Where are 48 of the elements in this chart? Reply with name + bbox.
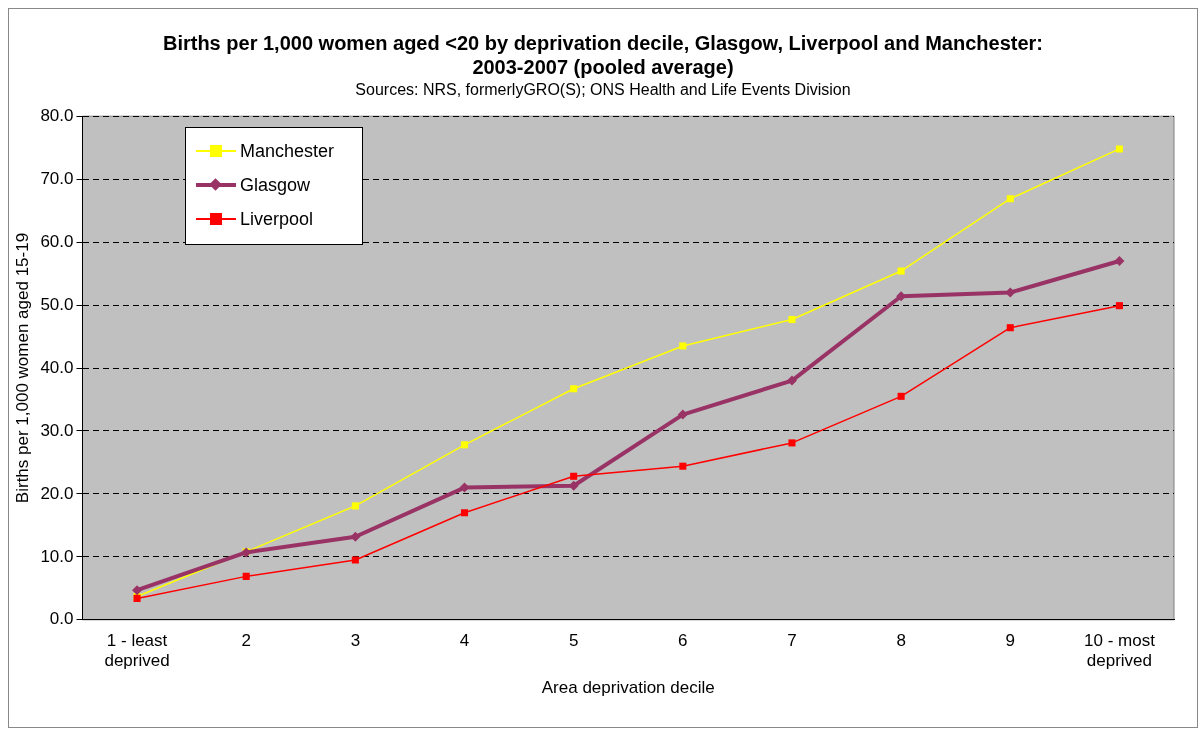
y-tick-label: 70.0 bbox=[40, 168, 74, 188]
point bbox=[132, 585, 143, 596]
y-tick-label: 80.0 bbox=[40, 105, 74, 125]
y-tick-label: 60.0 bbox=[40, 231, 74, 251]
x-axis-title: Area deprivation decile bbox=[541, 678, 715, 698]
legend-label: Liverpool bbox=[240, 208, 314, 230]
x-tick-label: 2 bbox=[241, 630, 251, 650]
y-tick-label: 30.0 bbox=[40, 420, 74, 440]
point bbox=[350, 531, 361, 542]
x-tick-label: 4 bbox=[459, 630, 470, 650]
y-tick-label: 0.0 bbox=[49, 609, 74, 629]
legend-label: Glasgow bbox=[240, 174, 311, 196]
x-tick-label: 6 bbox=[678, 630, 688, 650]
chart-subtitle: Sources: NRS, formerlyGRO(S); ONS Health and Life Events Division bbox=[354, 81, 852, 99]
point bbox=[460, 509, 469, 517]
point bbox=[897, 267, 905, 275]
chart-title: Births per 1,000 women aged <20 by deprivation decile, Glasgow, Liverpool and Manchester: 2003-2007 (pooled average) bbox=[161, 31, 1045, 79]
point bbox=[788, 439, 796, 447]
x-tick-label: 8 bbox=[896, 630, 906, 650]
point bbox=[570, 385, 578, 393]
point bbox=[788, 315, 796, 324]
point bbox=[677, 409, 688, 420]
point bbox=[242, 572, 250, 580]
point bbox=[679, 462, 687, 470]
point bbox=[1006, 324, 1014, 332]
y-tick-label: 20.0 bbox=[40, 483, 74, 503]
point bbox=[786, 375, 797, 386]
point bbox=[351, 502, 359, 510]
x-tick-label: 7 bbox=[787, 630, 797, 650]
y-tick-label: 10.0 bbox=[40, 546, 74, 566]
point bbox=[460, 441, 469, 449]
point bbox=[570, 472, 578, 480]
x-tick-label: 5 bbox=[568, 630, 579, 650]
legend-label: Manchester bbox=[240, 140, 335, 162]
x-tick-label: 3 bbox=[350, 630, 361, 650]
y-axis-title: Births per 1,000 women aged 15-19 bbox=[12, 232, 32, 504]
x-tick-label: 1 - least deprived bbox=[104, 630, 170, 671]
point bbox=[679, 342, 687, 350]
y-tick-label: 40.0 bbox=[40, 357, 74, 377]
point bbox=[1114, 255, 1125, 266]
x-tick-label: 10 - most deprived bbox=[1083, 630, 1156, 671]
x-tick-label: 9 bbox=[1005, 630, 1016, 650]
point bbox=[351, 556, 359, 564]
point bbox=[1115, 302, 1123, 310]
y-tick-label: 50.0 bbox=[40, 294, 74, 314]
point bbox=[897, 392, 905, 400]
point bbox=[1115, 145, 1123, 153]
point bbox=[1006, 195, 1014, 203]
